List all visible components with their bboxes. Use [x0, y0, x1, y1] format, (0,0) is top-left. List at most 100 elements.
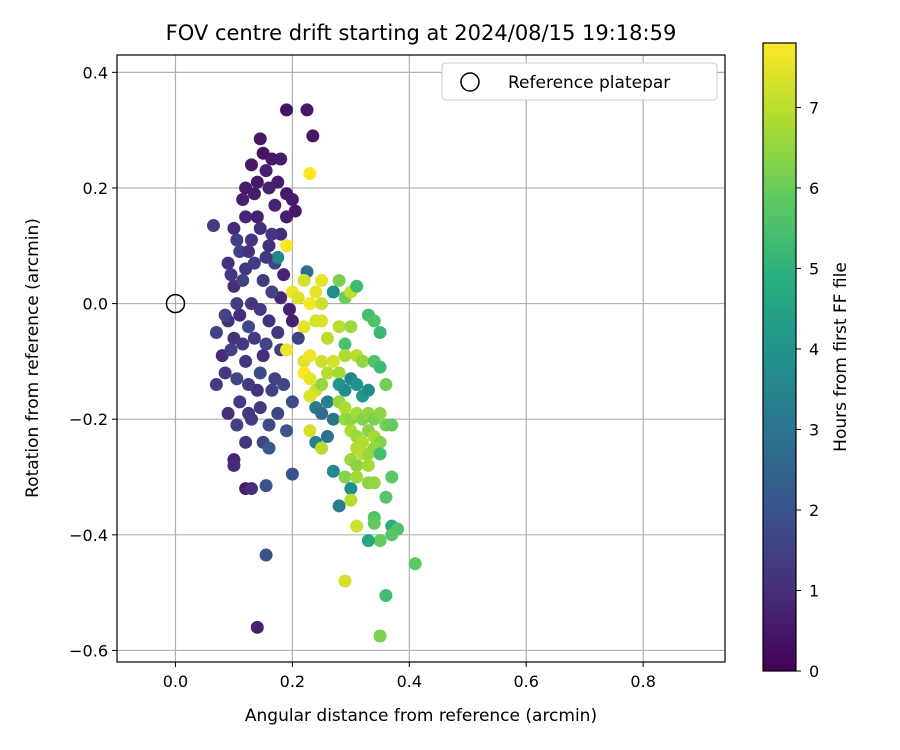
- x-axis-label: Angular distance from reference (arcmin): [245, 706, 597, 726]
- colorbar-tick-label: 1: [809, 581, 819, 600]
- data-point: [271, 250, 285, 264]
- data-point: [367, 516, 381, 530]
- data-point: [367, 314, 381, 328]
- data-point: [285, 193, 299, 207]
- data-point: [271, 325, 285, 339]
- data-point: [408, 557, 422, 571]
- data-point: [361, 534, 375, 548]
- data-point: [338, 470, 352, 484]
- data-point: [344, 320, 358, 334]
- data-point: [385, 528, 399, 542]
- data-point: [218, 366, 232, 380]
- data-point: [218, 308, 232, 322]
- data-point: [259, 548, 273, 562]
- data-point: [221, 406, 235, 420]
- data-point: [224, 268, 238, 282]
- data-point: [244, 158, 258, 172]
- data-point: [315, 297, 329, 311]
- data-point: [373, 534, 387, 548]
- data-point: [320, 331, 334, 345]
- colorbar-gradient: [762, 42, 797, 672]
- data-point: [256, 349, 270, 363]
- y-tick-label: −0.2: [69, 410, 108, 429]
- points-layer: [206, 103, 422, 643]
- data-point: [338, 401, 352, 415]
- data-point: [320, 366, 334, 380]
- data-point: [315, 406, 329, 420]
- data-point: [262, 239, 276, 253]
- data-point: [373, 447, 387, 461]
- data-point: [262, 314, 276, 328]
- data-point: [288, 204, 302, 218]
- data-point: [320, 430, 334, 444]
- y-tick-label: −0.4: [69, 526, 108, 545]
- data-point: [209, 325, 223, 339]
- legend-marker: [460, 72, 480, 92]
- data-point: [233, 308, 247, 322]
- data-point: [373, 629, 387, 643]
- data-point: [233, 395, 247, 409]
- data-point: [350, 378, 364, 392]
- data-point: [326, 464, 340, 478]
- data-point: [306, 129, 320, 143]
- data-point: [280, 239, 294, 253]
- data-point: [379, 490, 393, 504]
- x-axis: 0.0 0.2 0.4 0.6 0.8: [163, 662, 656, 691]
- data-point: [303, 167, 317, 181]
- data-point: [280, 103, 294, 117]
- data-point: [247, 187, 261, 201]
- data-point: [227, 221, 241, 235]
- data-point: [344, 482, 358, 496]
- data-point: [338, 574, 352, 588]
- data-point: [338, 383, 352, 397]
- data-point: [259, 164, 273, 178]
- data-point: [259, 337, 273, 351]
- data-point: [303, 349, 317, 363]
- data-point: [239, 435, 253, 449]
- data-point: [239, 354, 253, 368]
- data-point: [326, 285, 340, 299]
- data-point: [361, 383, 375, 397]
- y-axis-label: Rotation from reference (arcmin): [23, 218, 43, 498]
- data-point: [265, 227, 279, 241]
- data-point: [253, 132, 267, 146]
- data-point: [350, 458, 364, 472]
- colorbar-tick-label: 7: [809, 98, 819, 117]
- data-point: [250, 210, 264, 224]
- data-point: [230, 372, 244, 386]
- data-point: [268, 198, 282, 212]
- data-point: [367, 476, 381, 490]
- colorbar-tick-label: 5: [809, 259, 819, 278]
- data-point: [253, 366, 267, 380]
- data-point: [344, 493, 358, 507]
- data-point: [265, 285, 279, 299]
- data-point: [206, 219, 220, 233]
- colorbar-tick-label: 3: [809, 420, 819, 439]
- data-point: [236, 337, 250, 351]
- data-point: [385, 470, 399, 484]
- data-point: [326, 412, 340, 426]
- data-point: [315, 273, 329, 287]
- data-point: [242, 320, 256, 334]
- plot-frame: [116, 54, 726, 663]
- data-point: [271, 406, 285, 420]
- data-point: [271, 175, 285, 189]
- data-point: [300, 103, 314, 117]
- data-point: [230, 418, 244, 432]
- data-point: [247, 256, 261, 270]
- legend-box: [441, 62, 718, 101]
- grid: [117, 55, 725, 662]
- data-point: [242, 378, 256, 392]
- data-point: [332, 320, 346, 334]
- data-point: [256, 273, 270, 287]
- data-point: [224, 343, 238, 357]
- data-point: [247, 331, 261, 345]
- colorbar: 0 1 2 3 4 5 6 7 Hours from first FF file: [762, 42, 851, 681]
- data-point: [338, 349, 352, 363]
- data-point: [250, 175, 264, 189]
- data-point: [309, 285, 323, 299]
- data-point: [282, 302, 296, 316]
- data-point: [221, 256, 235, 270]
- data-point: [332, 366, 346, 380]
- data-point: [277, 378, 291, 392]
